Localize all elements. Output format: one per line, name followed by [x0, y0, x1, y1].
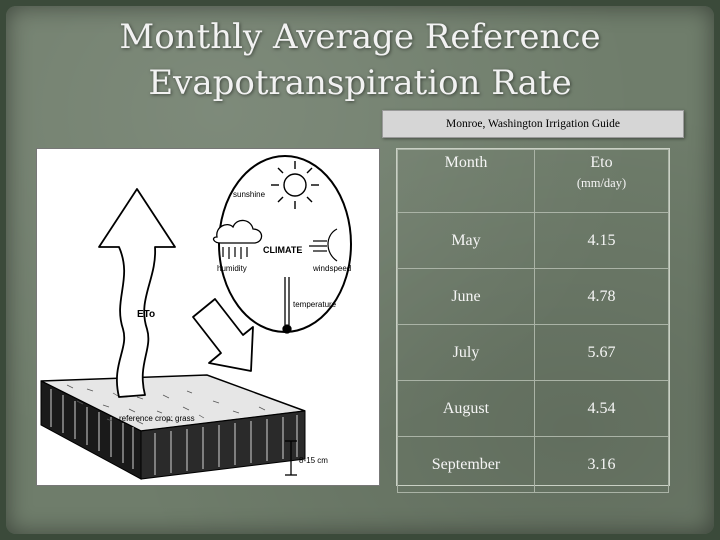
- rain-cloud-icon: [212, 219, 263, 259]
- eto-cell: 4.78: [534, 268, 669, 325]
- wind-icon: [309, 228, 338, 262]
- month-cell: June: [397, 268, 535, 325]
- month-cell: May: [397, 212, 535, 269]
- title-line-1: Monthly Average Reference: [119, 17, 601, 57]
- header-month: Month: [397, 149, 535, 213]
- title-line-2: Evapotranspiration Rate: [148, 63, 572, 103]
- grass-block: [40, 374, 306, 480]
- header-eto: Eto (mm/day): [534, 149, 669, 213]
- eto-cell: 4.15: [534, 212, 669, 269]
- table-row: May 4.15: [397, 212, 669, 269]
- reference-crop-label: reference crop: grass: [119, 414, 195, 423]
- temperature-label: temperature: [293, 300, 337, 309]
- eto-cell: 3.16: [534, 436, 669, 493]
- height-label: 8-15 cm: [299, 456, 328, 465]
- height-marker: [285, 440, 297, 476]
- eto-cell: 5.67: [534, 324, 669, 381]
- eto-cell: 4.54: [534, 380, 669, 437]
- month-cell: July: [397, 324, 535, 381]
- eto-table: Month Eto (mm/day) May 4.15 June 4.78 Ju…: [396, 148, 670, 493]
- climate-label: CLIMATE: [263, 245, 302, 255]
- climate-arrow-icon: [192, 298, 254, 372]
- month-cell: September: [397, 436, 535, 493]
- table-row: September 3.16: [397, 436, 669, 493]
- slide-title: Monthly Average Reference Evapotranspira…: [0, 14, 720, 106]
- table-row: August 4.54: [397, 380, 669, 437]
- table-header-row: Month Eto (mm/day): [397, 149, 669, 213]
- humidity-label: humidity: [217, 264, 247, 273]
- table-row: July 5.67: [397, 324, 669, 381]
- sunshine-label: sunshine: [233, 190, 266, 199]
- month-cell: August: [397, 380, 535, 437]
- header-eto-label: Eto: [590, 154, 613, 171]
- subtitle-box: Monroe, Washington Irrigation Guide: [382, 110, 684, 138]
- thermometer-icon: [282, 277, 292, 334]
- eto-label: ETo: [137, 309, 155, 320]
- et-arrow-icon: [98, 188, 176, 398]
- header-eto-units: (mm/day): [576, 176, 627, 190]
- sun-icon: [271, 161, 319, 209]
- evapotranspiration-diagram: 8-15 cm ETo reference crop: grass sunshi…: [36, 148, 380, 486]
- windspeed-label: windspeed: [312, 264, 351, 273]
- table-row: June 4.78: [397, 268, 669, 325]
